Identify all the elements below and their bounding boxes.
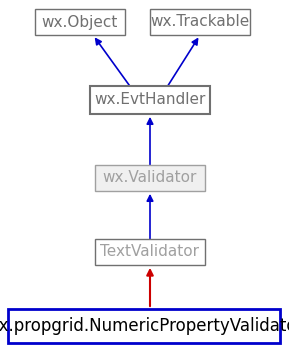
FancyBboxPatch shape [8, 309, 280, 343]
FancyBboxPatch shape [90, 86, 210, 114]
FancyBboxPatch shape [35, 9, 125, 35]
FancyBboxPatch shape [95, 165, 205, 191]
Text: wx.EvtHandler: wx.EvtHandler [94, 92, 206, 107]
Text: wx.Object: wx.Object [42, 15, 118, 30]
Text: wx.Validator: wx.Validator [103, 171, 197, 186]
Text: TextValidator: TextValidator [101, 245, 199, 260]
FancyBboxPatch shape [150, 9, 250, 35]
Text: wx.Trackable: wx.Trackable [150, 15, 250, 30]
FancyBboxPatch shape [95, 239, 205, 265]
Text: wx.propgrid.NumericPropertyValidator: wx.propgrid.NumericPropertyValidator [0, 317, 289, 335]
